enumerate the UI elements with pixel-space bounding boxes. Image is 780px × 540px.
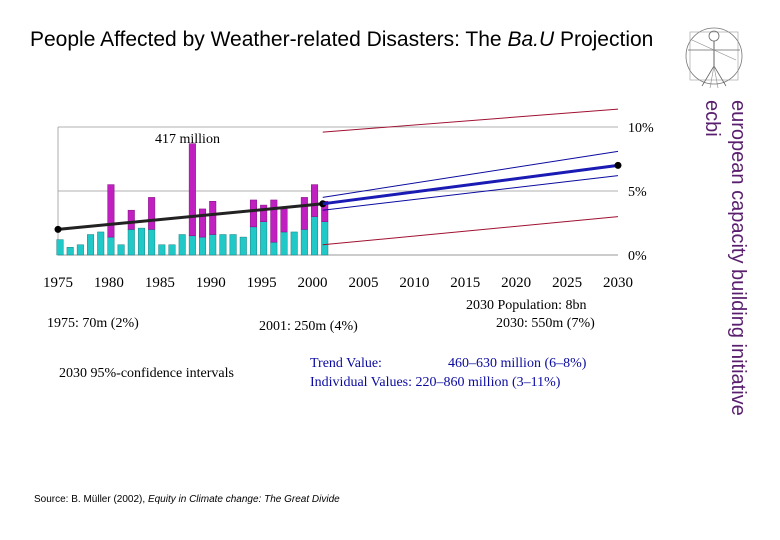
bar-upper (127, 209, 135, 230)
x-tick-label: 1990 (196, 275, 226, 291)
bar-upper (188, 143, 196, 237)
x-tick-label: 2005 (348, 275, 378, 291)
start-label: 1975: 70m (2%) (47, 316, 139, 331)
chart-ticks: 0% 5% 10% 1975 1980 1985 1990 1995 2000 2005 2010 2… (43, 121, 654, 291)
bar-lower (107, 236, 115, 256)
ci-label: 2030 95%-confidence intervals (59, 366, 234, 381)
bar-lower (137, 227, 145, 256)
bar-upper (270, 199, 278, 243)
vitruvian-logo-icon (685, 27, 743, 89)
x-tick-label: 1980 (94, 275, 124, 291)
bar-lower (290, 231, 298, 256)
y-tick-label: 0% (628, 249, 647, 264)
bar-lower (97, 231, 105, 256)
bar-upper (311, 184, 319, 217)
bar-lower (66, 247, 74, 256)
ci-line (322, 150, 619, 198)
bar-upper (249, 199, 257, 228)
x-tick-label: 2025 (552, 275, 582, 291)
bar-upper (107, 184, 115, 238)
bar-lower (148, 229, 156, 256)
org-name: european capacity building initiative (727, 100, 749, 416)
bar-lower (127, 229, 135, 256)
y-tick-label: 5% (628, 185, 647, 200)
bar-upper (260, 204, 268, 222)
ci-line (322, 175, 619, 211)
bar-lower (239, 236, 247, 256)
source-citation: Source: B. Müller (2002), Equity in Clim… (34, 494, 340, 505)
ci-line (322, 216, 619, 246)
ci-line (322, 108, 619, 133)
x-tick-label: 2030 (603, 275, 633, 291)
bar-lower (76, 244, 84, 256)
bar-lower (280, 231, 288, 256)
mid-label: 2001: 250m (4%) (259, 319, 358, 334)
bar-upper (199, 208, 207, 238)
trend-value-label: Trend Value: (310, 356, 382, 371)
x-tick-label: 2000 (298, 275, 328, 291)
population-label: 2030 Population: 8bn (466, 298, 587, 313)
bar-lower (260, 221, 268, 256)
chart-bars (56, 143, 329, 256)
projection-end-point (614, 161, 622, 169)
x-tick-label: 2015 (450, 275, 480, 291)
bar-lower (188, 235, 196, 256)
page-title: People Affected by Weather-related Disas… (30, 28, 654, 51)
bar-upper (300, 197, 308, 230)
bar-lower (56, 239, 64, 256)
org-acronym: ecbi (701, 100, 723, 137)
bar-upper (209, 200, 217, 235)
bar-lower (199, 236, 207, 256)
bar-lower (300, 229, 308, 256)
bar-upper (280, 208, 288, 233)
trend-value: 460–630 million (6–8%) (448, 356, 587, 371)
x-tick-label: 1985 (145, 275, 175, 291)
bar-lower (311, 216, 319, 256)
trend-start-point (54, 225, 62, 233)
bar-upper (148, 197, 156, 230)
bar-lower (229, 234, 237, 256)
x-tick-label: 2010 (399, 275, 429, 291)
projection-line (322, 163, 619, 206)
bar-lower (321, 221, 329, 256)
x-tick-label: 1975 (43, 275, 73, 291)
bar-lower (87, 234, 95, 256)
bar-lower (249, 226, 257, 256)
x-tick-label: 1995 (247, 275, 277, 291)
sidebar-branding: european capacity building initiative ec… (699, 100, 751, 518)
bar-lower (209, 234, 217, 256)
peak-label: 417 million (155, 132, 220, 147)
bar-lower (168, 244, 176, 256)
bar-lower (117, 244, 125, 256)
end-label: 2030: 550m (7%) (496, 316, 595, 331)
individual-values-label: Individual Values: 220–860 million (3–11… (310, 375, 561, 390)
chart-lines (54, 108, 622, 246)
bar-lower (270, 241, 278, 256)
y-tick-label: 10% (628, 121, 654, 136)
x-tick-label: 2020 (501, 275, 531, 291)
trend-line (57, 202, 323, 231)
bar-lower (178, 234, 186, 256)
bar-lower (158, 244, 166, 256)
bar-lower (219, 234, 227, 256)
